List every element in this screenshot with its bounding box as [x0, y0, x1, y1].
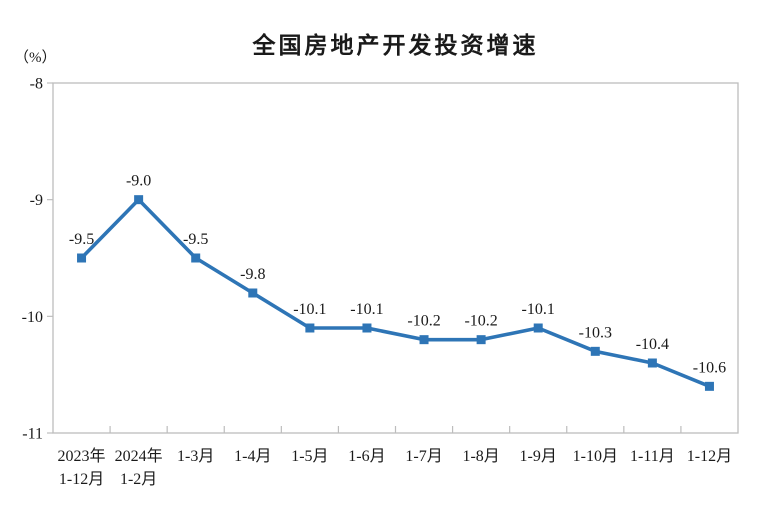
- plot-border: [52, 82, 739, 434]
- y-axis-unit-label: （%）: [14, 50, 57, 66]
- x-axis-tick-label: 1-9月: [520, 448, 557, 465]
- x-axis-tick-label: 1-7月: [405, 448, 442, 465]
- data-point-marker: [704, 381, 714, 391]
- data-point-label: -10.4: [636, 336, 669, 353]
- data-point-label: -10.1: [350, 301, 383, 318]
- data-point-label: -10.6: [693, 359, 726, 376]
- chart-title: 全国房地产开发投资增速: [252, 32, 539, 58]
- data-point-label: -10.3: [579, 324, 612, 341]
- data-point-marker: [191, 253, 201, 263]
- x-axis-tick-label: 1-11月: [630, 448, 675, 465]
- x-axis-tick-label: 1-5月: [291, 448, 328, 465]
- data-point-label: -10.1: [522, 301, 555, 318]
- data-point-marker: [476, 335, 486, 345]
- x-axis-tick-label: 1-2月: [120, 471, 157, 488]
- data-point-marker: [248, 288, 258, 298]
- data-point-label: -9.0: [126, 173, 151, 190]
- x-axis-tick-label: 2023年: [58, 447, 106, 465]
- series-line: [79, 197, 712, 389]
- data-point-marker: [419, 335, 429, 345]
- y-axis-tick-label: -9: [30, 192, 43, 209]
- x-axis-tick-label: 2024年: [115, 447, 163, 465]
- data-point-marker: [590, 346, 600, 356]
- data-point-label: -9.5: [69, 231, 94, 248]
- x-axis-tick-label: 1-12月: [59, 471, 104, 488]
- y-axis-tick-label: -8: [30, 76, 43, 93]
- x-axis-tick-label: 1-3月: [177, 448, 214, 465]
- data-point-label: -10.2: [464, 313, 497, 330]
- data-point-marker: [533, 323, 543, 333]
- y-axis-tick-label: -11: [22, 426, 43, 443]
- data-point-label: -10.1: [293, 301, 326, 318]
- data-point-marker: [362, 323, 372, 333]
- data-point-marker: [77, 253, 87, 263]
- data-point-marker: [305, 323, 315, 333]
- x-axis-tick-label: 1-12月: [687, 448, 732, 465]
- data-point-marker: [134, 195, 144, 205]
- data-point-label: -9.5: [183, 231, 208, 248]
- data-point-label: -10.2: [407, 313, 440, 330]
- x-axis-tick-label: 1-4月: [234, 448, 271, 465]
- x-axis-tick-label: 1-6月: [348, 448, 385, 465]
- data-point-marker: [647, 358, 657, 368]
- y-axis-tick-label: -10: [22, 309, 43, 326]
- data-point-label: -9.8: [240, 266, 265, 283]
- x-axis-tick-label: 1-10月: [573, 448, 618, 465]
- x-axis-tick-label: 1-8月: [462, 448, 499, 465]
